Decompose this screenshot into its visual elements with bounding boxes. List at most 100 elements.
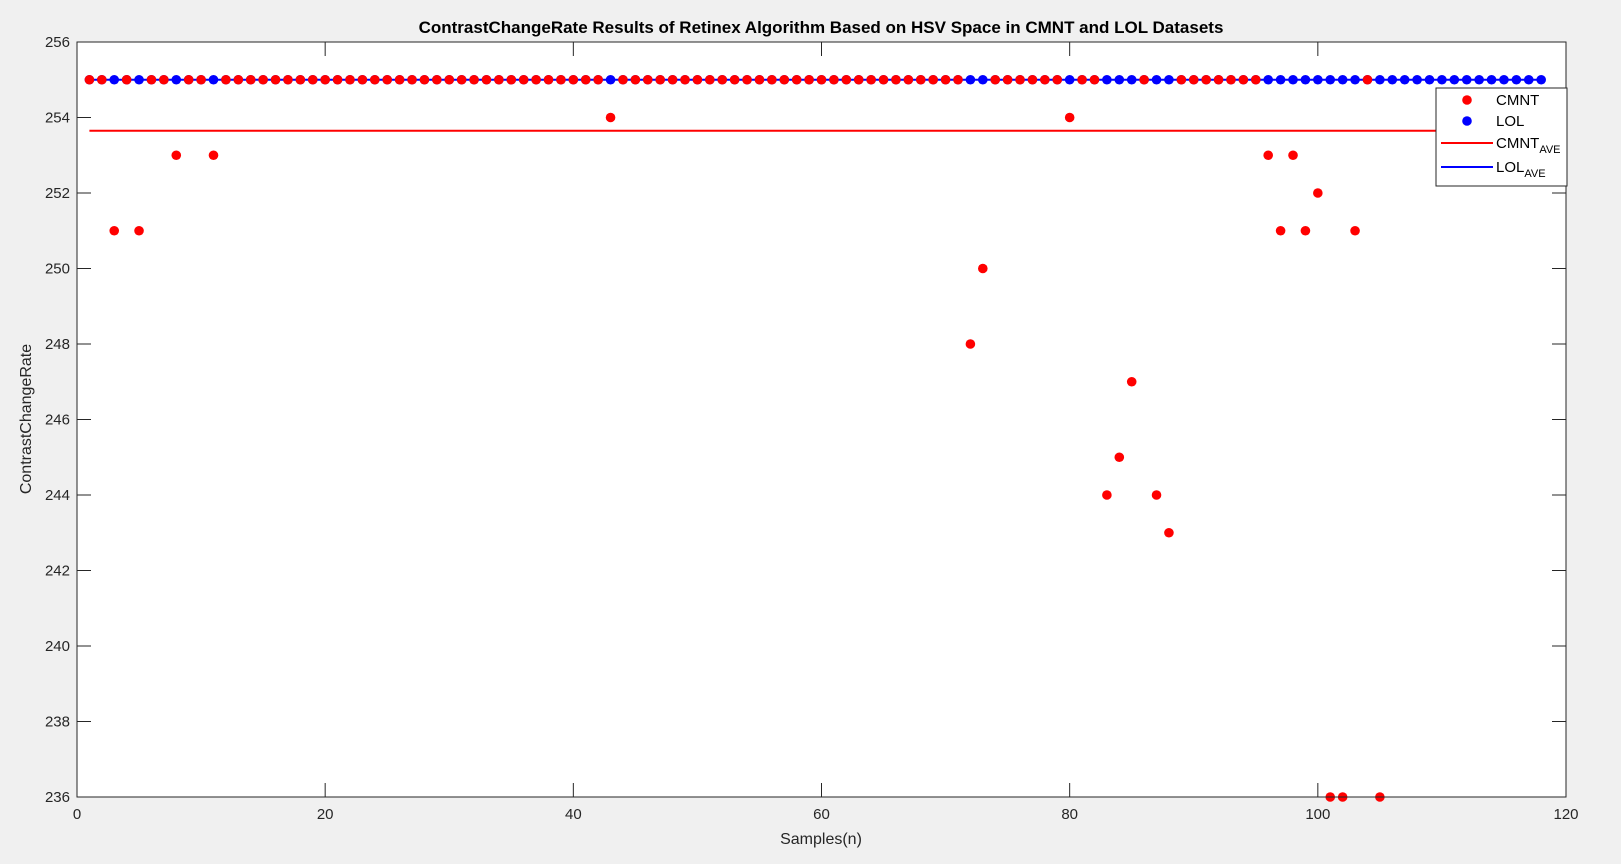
plot-area [77,42,1566,797]
x-tick-label: 40 [565,806,582,823]
cmnt-point [642,74,653,85]
lol-point [1288,74,1298,85]
cmnt-point [729,74,740,85]
cmnt-point [357,74,368,85]
cmnt-point [432,74,442,85]
cmnt-point [345,74,355,85]
cmnt-point [1064,112,1075,123]
cmnt-point [221,74,231,85]
cmnt-point [1002,74,1013,85]
tick-layer: 0 20 40 60 80 100 120 236 238 240 242 244 246 248 250 2… [45,34,1579,823]
cmnt-point [456,74,467,85]
cmnt-point [680,74,690,85]
lol-point [605,74,616,85]
legend-label-text: CMNT [1496,92,1539,109]
lol-point [1461,74,1472,85]
y-tick-label: 254 [45,110,70,127]
cmnt-point [233,74,244,85]
legend-lol-ave-label: LOLAVE [1496,159,1546,180]
cmnt-point [419,74,430,85]
lol-point [1375,74,1385,85]
lol-point [1523,74,1534,85]
x-tick-label: 60 [813,806,830,823]
cmnt-point [332,74,343,85]
cmnt-point [853,74,864,85]
cmnt-point [183,74,194,85]
cmnt-point [134,225,144,236]
cmnt-point [1226,74,1236,85]
legend-label-text: LOL [1496,113,1524,130]
y-tick-label: 242 [45,563,70,580]
legend-lol-marker [1462,116,1472,126]
legend-label-subscript: AVE [1524,168,1545,180]
cmnt-point [630,74,641,85]
lol-point [1064,74,1075,85]
cmnt-point [171,150,182,161]
lol-point [1486,74,1497,85]
cmnt-point [295,74,306,85]
cmnt-point [1188,74,1199,85]
cmnt-point [1089,74,1100,85]
y-tick-label: 252 [45,185,70,202]
lol-point [109,74,120,85]
cmnt-point [915,74,926,85]
x-tick-label: 0 [73,806,81,823]
cmnt-point [1201,74,1211,85]
cmnt-point [469,74,479,85]
x-axis-label: Samples(n) [780,831,862,848]
cmnt-point [1213,74,1224,85]
cmnt-point [1250,74,1261,85]
y-tick-label: 248 [45,336,70,353]
cmnt-point [705,74,715,85]
lol-point [1412,74,1422,85]
legend-cmnt-label: CMNT [1496,92,1539,109]
cmnt-point [370,74,380,85]
lol-point [1313,74,1323,85]
cmnt-point [891,74,901,85]
cmnt-point [804,74,814,85]
cmnt-point [109,225,120,236]
legend-label-subscript: AVE [1539,144,1560,156]
cmnt-point [1114,452,1125,463]
y-axis-label: ContrastChangeRate [18,344,35,494]
cmnt-point [1151,490,1162,500]
lol-point [1300,74,1311,85]
cmnt-point [580,74,591,85]
x-tick-label: 100 [1305,806,1330,823]
cmnt-point [556,74,566,85]
lol-point [1325,74,1336,85]
legend-cmnt-ave-label: CMNTAVE [1496,135,1561,156]
lol-point [208,74,219,85]
lol-point [171,74,182,85]
cmnt-point [928,74,938,85]
series-layer [84,74,1546,802]
y-tick-label: 246 [45,412,70,429]
lol-point [1449,74,1460,85]
cmnt-point [791,74,802,85]
lol-point [1387,74,1398,85]
y-tick-label: 250 [45,261,70,278]
cmnt-point [1350,225,1360,236]
lol-point [1102,74,1112,85]
cmnt-point [1238,74,1249,85]
cmnt-point [1077,74,1087,85]
cmnt-point [444,74,455,85]
cmnt-point [1288,150,1298,161]
y-tick-label: 240 [45,638,70,655]
cmnt-point [208,150,219,161]
lol-point [1275,74,1286,85]
cmnt-point [878,74,889,85]
cmnt-point [394,74,405,85]
cmnt-point [1263,150,1273,161]
cmnt-point [1164,527,1174,538]
cmnt-point [618,74,628,85]
legend-box [1435,87,1568,187]
x-tick-label: 80 [1061,806,1078,823]
cmnt-point [1300,225,1311,236]
cmnt-point [1313,188,1323,198]
cmnt-point [593,74,603,85]
cmnt-point [506,74,517,85]
lol-point [1437,74,1447,85]
